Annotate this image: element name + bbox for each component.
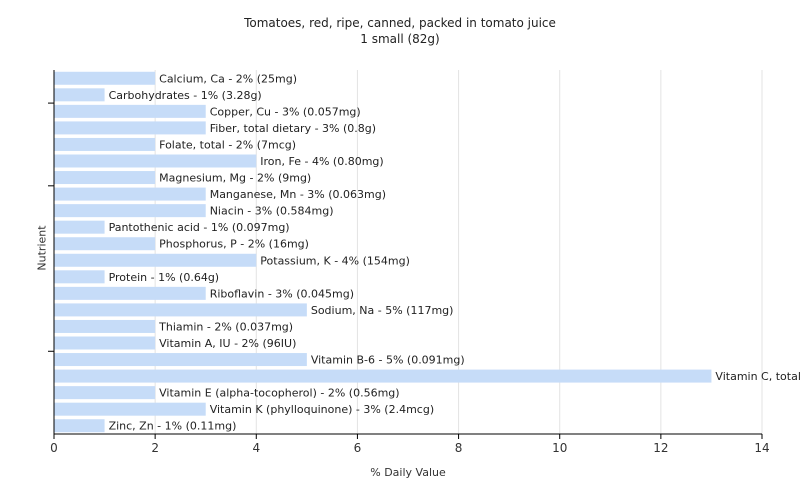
chart-title: Tomatoes, red, ripe, canned, packed in t…: [244, 16, 556, 30]
bar-label: Vitamin E (alpha-tocopherol) - 2% (0.56m…: [159, 387, 399, 400]
bar: [54, 88, 105, 102]
bar-label: Calcium, Ca - 2% (25mg): [159, 72, 297, 85]
bar: [54, 237, 156, 251]
x-tick-label: 12: [653, 441, 668, 455]
x-axis-label: % Daily Value: [370, 466, 446, 479]
bar: [54, 303, 307, 317]
bar-label: Potassium, K - 4% (154mg): [260, 254, 410, 267]
bar-label: Protein - 1% (0.64g): [109, 271, 220, 284]
bar-label: Vitamin A, IU - 2% (96IU): [159, 337, 296, 350]
x-tick-label: 2: [151, 441, 159, 455]
bar-label: Thiamin - 2% (0.037mg): [158, 320, 293, 333]
bar: [54, 336, 156, 350]
bar: [54, 419, 105, 433]
x-tick-label: 8: [455, 441, 463, 455]
bar-label: Folate, total - 2% (7mcg): [159, 138, 296, 151]
bar-label: Vitamin C, total ascorbic acid - 13% (7.…: [715, 370, 800, 383]
bar-label: Riboflavin - 3% (0.045mg): [210, 287, 354, 300]
bar: [54, 286, 206, 300]
bar-label: Iron, Fe - 4% (0.80mg): [260, 155, 383, 168]
x-tick-label: 10: [552, 441, 567, 455]
bar: [54, 369, 712, 383]
bar-label: Fiber, total dietary - 3% (0.8g): [210, 122, 376, 135]
bar-label: Niacin - 3% (0.584mg): [210, 205, 334, 218]
x-tick-label: 0: [50, 441, 58, 455]
bar: [54, 71, 156, 85]
x-tick-label: 4: [252, 441, 260, 455]
bar-label: Zinc, Zn - 1% (0.11mg): [109, 420, 237, 433]
bar: [54, 154, 257, 168]
bar: [54, 220, 105, 234]
bar: [54, 104, 206, 118]
bar-label: Manganese, Mn - 3% (0.063mg): [210, 188, 386, 201]
y-axis-label: Nutrient: [35, 225, 49, 271]
bar: [54, 253, 257, 267]
bar: [54, 270, 105, 284]
bar: [54, 319, 156, 333]
chart-subtitle: 1 small (82g): [360, 32, 440, 46]
bar: [54, 187, 206, 201]
bar-label: Magnesium, Mg - 2% (9mg): [159, 172, 311, 185]
bar: [54, 121, 206, 135]
bar-label: Vitamin K (phylloquinone) - 3% (2.4mcg): [210, 403, 434, 416]
bar: [54, 402, 206, 416]
bar: [54, 353, 307, 367]
bar: [54, 386, 156, 400]
x-tick-label: 6: [354, 441, 362, 455]
bar-label: Sodium, Na - 5% (117mg): [311, 304, 454, 317]
bar: [54, 204, 206, 218]
x-tick-label: 14: [754, 441, 769, 455]
bar: [54, 171, 156, 185]
bar: [54, 137, 156, 151]
bar-label: Copper, Cu - 3% (0.057mg): [210, 105, 361, 118]
bar-label: Vitamin B-6 - 5% (0.091mg): [311, 354, 465, 367]
bar-label: Carbohydrates - 1% (3.28g): [109, 89, 262, 102]
bar-label: Pantothenic acid - 1% (0.097mg): [109, 221, 290, 234]
bar-label: Phosphorus, P - 2% (16mg): [159, 238, 309, 251]
